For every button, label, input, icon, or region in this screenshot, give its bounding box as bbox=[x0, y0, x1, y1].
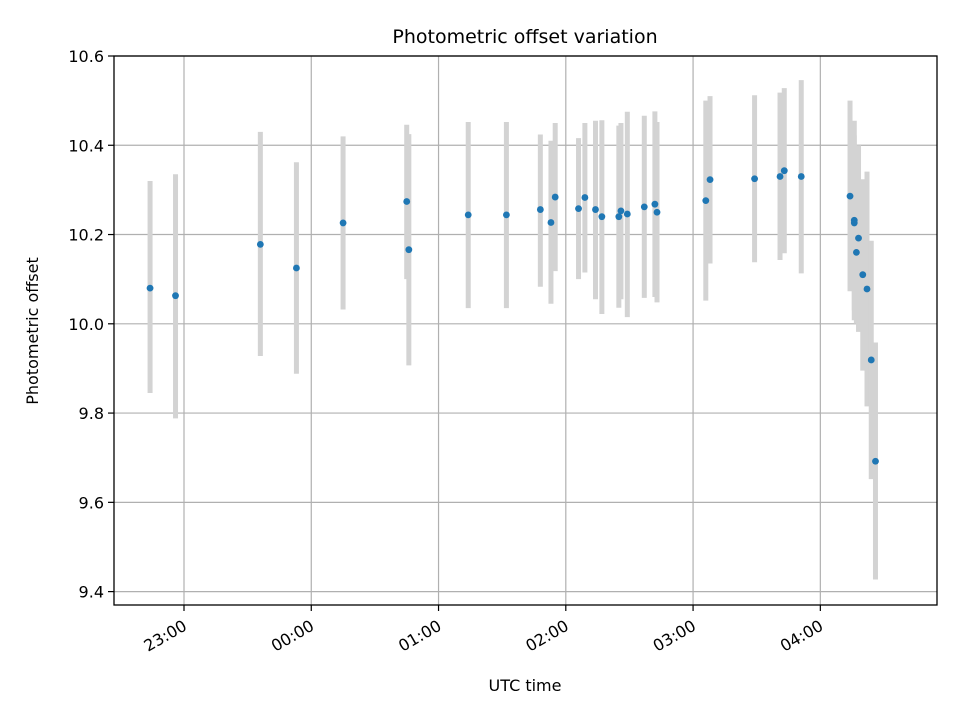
data-point bbox=[146, 284, 154, 292]
x-axis-label: UTC time bbox=[489, 676, 562, 695]
y-tick-label: 10.2 bbox=[68, 226, 104, 245]
y-tick-label: 9.6 bbox=[79, 493, 104, 512]
data-point bbox=[706, 176, 714, 184]
data-point bbox=[551, 193, 559, 201]
data-point bbox=[503, 211, 510, 219]
data-point bbox=[850, 219, 858, 227]
data-point bbox=[780, 167, 788, 175]
data-point bbox=[640, 203, 648, 211]
data-point bbox=[859, 271, 867, 279]
data-point bbox=[852, 248, 860, 256]
data-point bbox=[617, 207, 625, 215]
data-points bbox=[146, 167, 879, 465]
data-point bbox=[846, 192, 854, 200]
data-point bbox=[776, 173, 784, 180]
data-point bbox=[172, 292, 179, 300]
data-point bbox=[405, 246, 413, 254]
data-point bbox=[615, 213, 623, 221]
data-point bbox=[339, 219, 347, 227]
y-tick-label: 10.6 bbox=[68, 47, 104, 66]
chart-title: Photometric offset variation bbox=[392, 26, 657, 48]
y-tick-label: 10.0 bbox=[68, 315, 104, 334]
data-point bbox=[581, 194, 589, 201]
data-point bbox=[863, 285, 871, 293]
data-point bbox=[547, 219, 555, 226]
y-tick-label: 9.8 bbox=[79, 404, 104, 423]
data-point bbox=[872, 457, 879, 465]
data-point bbox=[293, 264, 300, 272]
data-point bbox=[623, 210, 631, 218]
data-point bbox=[464, 211, 472, 219]
y-axis-ticks: 9.4 9.6 9.8 10.0 10.2 10.4 10.6 bbox=[68, 47, 114, 602]
data-point bbox=[855, 234, 862, 242]
plot-frame bbox=[113, 55, 938, 606]
y-tick-label: 10.4 bbox=[68, 136, 104, 155]
data-point bbox=[598, 213, 606, 221]
data-point bbox=[592, 206, 599, 213]
data-point bbox=[702, 197, 710, 205]
y-axis-label: Photometric offset bbox=[23, 257, 42, 405]
data-point bbox=[536, 206, 544, 213]
data-point bbox=[651, 200, 659, 208]
data-point bbox=[403, 198, 411, 205]
data-point bbox=[797, 173, 805, 180]
data-point bbox=[751, 175, 758, 183]
data-point bbox=[575, 205, 582, 213]
data-point bbox=[256, 240, 264, 248]
data-point bbox=[867, 356, 875, 364]
y-tick-label: 9.4 bbox=[79, 583, 104, 602]
data-point bbox=[653, 208, 661, 216]
